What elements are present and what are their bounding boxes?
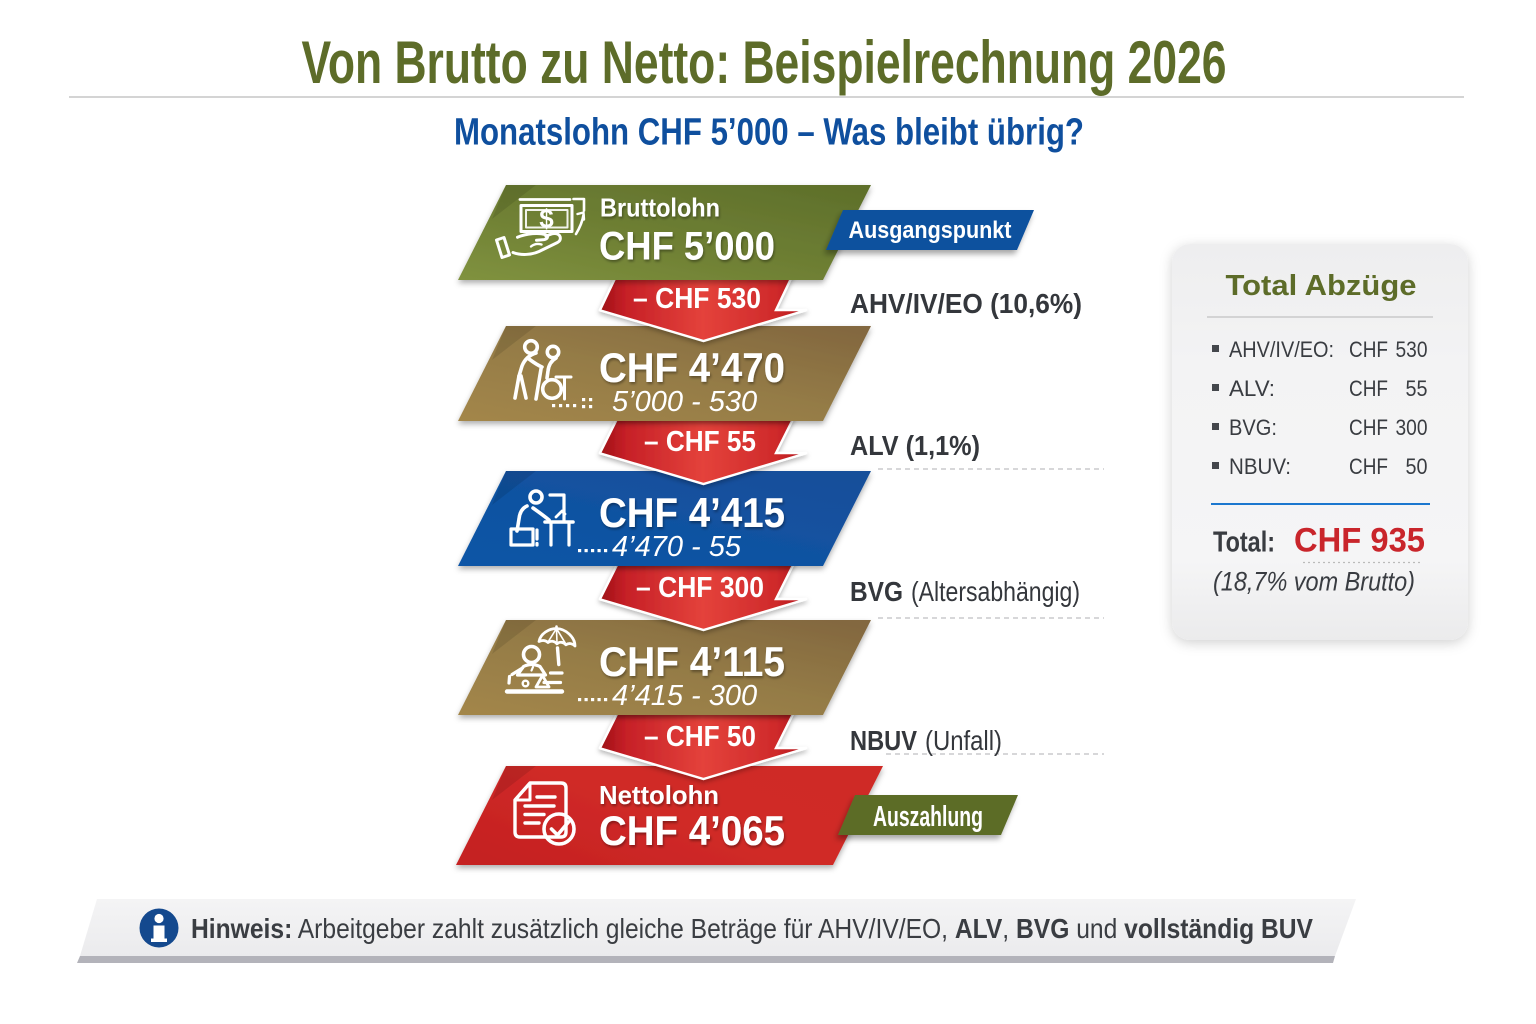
svg-text:CHF 4’115: CHF 4’115 — [599, 638, 785, 685]
svg-text:(Altersabhängig): (Altersabhängig) — [911, 576, 1080, 607]
svg-text:CHF 4’065: CHF 4’065 — [599, 807, 785, 854]
svg-text:BVG: BVG — [850, 576, 903, 607]
svg-text:CHF 4’470: CHF 4’470 — [599, 344, 785, 391]
svg-text:NBUV:: NBUV: — [1229, 454, 1291, 479]
svg-text:CHF: CHF — [1349, 454, 1388, 479]
svg-text:4’415 - 300: 4’415 - 300 — [612, 680, 757, 712]
svg-text:Ausgangspunkt: Ausgangspunkt — [849, 217, 1012, 244]
svg-text:Von Brutto zu Netto: Beispielr: Von Brutto zu Netto: Beispielrechnung 20… — [302, 29, 1227, 96]
svg-text:5’000 - 530: 5’000 - 530 — [612, 386, 757, 418]
svg-text:CHF 4’415: CHF 4’415 — [599, 489, 785, 536]
svg-text:Nettolohn: Nettolohn — [599, 780, 719, 810]
svg-text:– CHF 300: – CHF 300 — [636, 572, 764, 604]
svg-text:CHF: CHF — [1349, 337, 1388, 362]
svg-text:CHF: CHF — [1349, 415, 1388, 440]
svg-text:Auszahlung: Auszahlung — [873, 801, 983, 833]
svg-text:AHV/IV/EO:: AHV/IV/EO: — [1229, 337, 1334, 362]
svg-text:530: 530 — [1396, 337, 1428, 362]
svg-text:ALV (1,1%): ALV (1,1%) — [850, 430, 980, 461]
svg-text:55: 55 — [1406, 376, 1428, 401]
svg-text:CHF 935: CHF 935 — [1294, 522, 1425, 560]
svg-text:Hinweis: Arbeitgeber zahlt zus: Hinweis: Arbeitgeber zahlt zusätzlich gl… — [191, 913, 1314, 944]
svg-text:50: 50 — [1406, 454, 1428, 479]
svg-text:NBUV: NBUV — [850, 725, 917, 756]
svg-text:Total:: Total: — [1213, 527, 1275, 559]
svg-text:– CHF 55: – CHF 55 — [644, 426, 756, 458]
svg-text:CHF 5’000: CHF 5’000 — [599, 225, 775, 269]
svg-text:– CHF 530: – CHF 530 — [633, 283, 761, 315]
svg-text:BVG:: BVG: — [1229, 415, 1277, 440]
svg-text:Monatslohn CHF 5’000 – Was ble: Monatslohn CHF 5’000 – Was bleibt übrig? — [454, 112, 1084, 154]
svg-text:ALV:: ALV: — [1229, 376, 1275, 401]
svg-text:300: 300 — [1396, 415, 1428, 440]
svg-text:(Unfall): (Unfall) — [925, 725, 1002, 756]
svg-text:Total Abzüge: Total Abzüge — [1226, 270, 1417, 302]
svg-text:(18,7% vom Brutto): (18,7% vom Brutto) — [1213, 567, 1415, 597]
svg-text:4’470 - 55: 4’470 - 55 — [612, 531, 742, 563]
svg-text:AHV/IV/EO (10,6%): AHV/IV/EO (10,6%) — [850, 288, 1082, 319]
svg-text:– CHF 50: – CHF 50 — [644, 721, 756, 753]
svg-text:Bruttolohn: Bruttolohn — [600, 193, 720, 223]
svg-text:$: $ — [539, 204, 554, 234]
svg-text:CHF: CHF — [1349, 376, 1388, 401]
